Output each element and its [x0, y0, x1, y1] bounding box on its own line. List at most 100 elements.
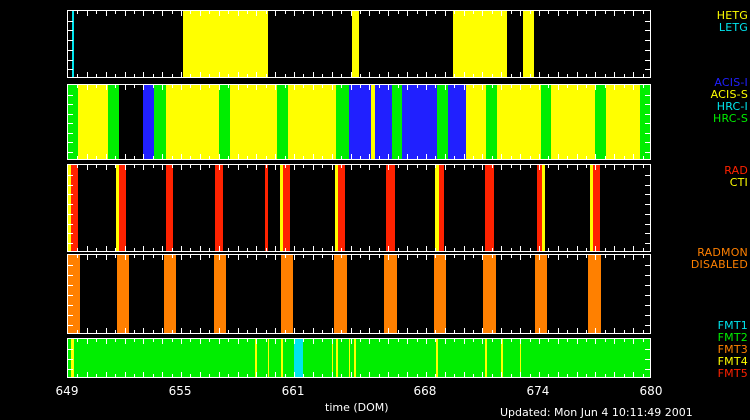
- state-band: [639, 85, 650, 159]
- state-band: [594, 85, 606, 159]
- state-band: [392, 85, 403, 159]
- state-band: [354, 339, 356, 377]
- panel-radiation: [67, 164, 651, 252]
- legend-label: RAD: [724, 164, 748, 177]
- panel-telemetry-format: [67, 338, 651, 378]
- panel-radmon: [67, 254, 651, 334]
- state-band: [375, 85, 393, 159]
- state-band: [541, 165, 545, 251]
- legend-label: FMT1: [717, 319, 748, 332]
- state-band: [333, 255, 347, 333]
- panel-ticks: [68, 255, 650, 333]
- state-band: [336, 339, 338, 377]
- state-band: [337, 165, 345, 251]
- state-band: [71, 339, 74, 377]
- state-band: [230, 85, 278, 159]
- legend-label: ACIS-S: [710, 88, 748, 101]
- state-band: [165, 165, 173, 251]
- legend-label: ACIS-I: [714, 76, 748, 89]
- legend-label: FMT3: [717, 343, 748, 356]
- state-band: [119, 165, 127, 251]
- state-band: [302, 339, 332, 377]
- legend-label: FMT4: [717, 355, 748, 368]
- state-band: [447, 85, 467, 159]
- x-tick-label: 668: [413, 384, 437, 398]
- state-band: [294, 339, 303, 377]
- state-band: [117, 255, 129, 333]
- state-band: [589, 165, 594, 251]
- state-band: [650, 85, 651, 159]
- updated-timestamp: Updated: Mon Jun 4 10:11:49 2001: [500, 406, 693, 419]
- state-band: [348, 85, 372, 159]
- state-band: [540, 85, 552, 159]
- state-band: [453, 11, 507, 77]
- state-band: [283, 165, 291, 251]
- state-band: [520, 339, 522, 377]
- state-band: [255, 339, 257, 377]
- state-band: [214, 165, 224, 251]
- legend-label: LETG: [718, 21, 748, 34]
- state-band: [214, 255, 226, 333]
- state-band: [153, 85, 166, 159]
- state-band: [116, 165, 120, 251]
- state-band: [118, 85, 144, 159]
- state-band: [71, 165, 79, 251]
- state-band: [78, 85, 108, 159]
- state-band: [434, 255, 446, 333]
- state-band: [437, 85, 448, 159]
- state-band: [587, 255, 602, 333]
- legend-label: FMT5: [717, 367, 748, 380]
- state-band: [337, 339, 349, 377]
- state-band: [438, 165, 444, 251]
- legend-label: HETG: [716, 9, 748, 22]
- legend-label: RADMON: [697, 246, 748, 259]
- legend-label: CTI: [729, 176, 748, 189]
- legend-label: DISABLED: [690, 258, 748, 271]
- state-band: [164, 255, 176, 333]
- state-band: [267, 339, 269, 377]
- state-band: [68, 255, 80, 333]
- state-band: [352, 11, 360, 77]
- state-band: [355, 339, 437, 377]
- state-band: [466, 85, 487, 159]
- state-band: [68, 339, 72, 377]
- state-band: [269, 339, 281, 377]
- state-band: [73, 339, 256, 377]
- state-band: [593, 165, 601, 251]
- legend-label: HRC-S: [713, 112, 748, 125]
- x-tick-label: 649: [55, 384, 79, 398]
- state-band: [277, 85, 289, 159]
- state-band: [486, 85, 497, 159]
- state-band: [165, 85, 219, 159]
- state-band: [496, 85, 541, 159]
- state-band: [218, 85, 230, 159]
- state-band: [182, 11, 268, 77]
- state-band: [348, 339, 350, 377]
- state-band: [502, 339, 521, 377]
- state-band: [288, 85, 336, 159]
- state-band: [143, 85, 154, 159]
- state-band: [436, 339, 438, 377]
- state-band: [71, 11, 74, 77]
- state-band: [535, 255, 547, 333]
- x-tick-label: 661: [281, 384, 305, 398]
- state-band: [350, 339, 355, 377]
- state-band: [537, 165, 542, 251]
- state-band: [522, 11, 535, 77]
- state-band: [282, 339, 295, 377]
- state-band: [521, 339, 650, 377]
- state-band: [334, 165, 338, 251]
- state-band: [485, 339, 487, 377]
- state-band: [386, 165, 395, 251]
- panel-ticks: [68, 165, 650, 251]
- state-band: [280, 339, 283, 377]
- state-band: [486, 339, 502, 377]
- panel-instrument: [67, 84, 651, 160]
- state-band: [485, 165, 494, 251]
- state-band: [331, 339, 334, 377]
- state-band: [371, 85, 376, 159]
- state-band: [68, 165, 72, 251]
- state-band: [437, 339, 486, 377]
- x-tick-label: 655: [168, 384, 192, 398]
